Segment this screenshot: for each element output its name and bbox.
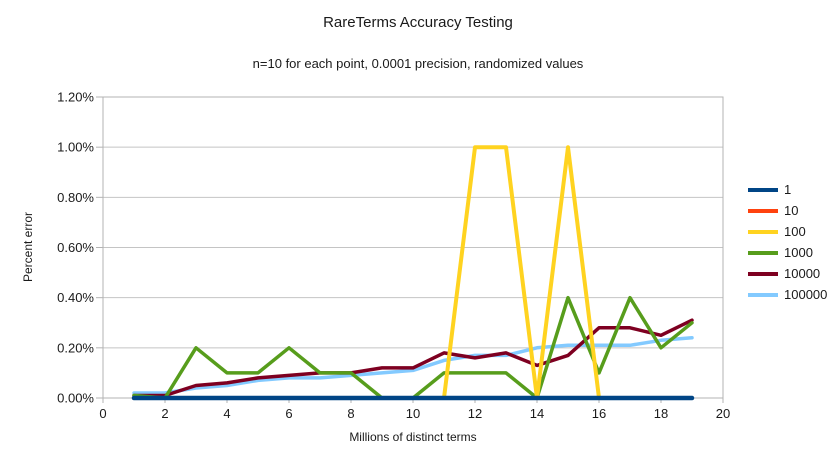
x-tick-label: 4 [223,406,230,421]
legend-item-1000: 1000 [748,242,827,263]
y-tick-label: 0.00% [57,391,94,406]
x-tick-label: 0 [99,406,106,421]
legend-swatch [748,271,778,276]
legend-swatch [748,229,778,234]
chart-subtitle: n=10 for each point, 0.0001 precision, r… [252,56,584,71]
chart-title: RareTerms Accuracy Testing [323,14,513,31]
y-tick-label: 0.40% [57,290,94,305]
series-line-100000 [132,336,694,395]
legend-label: 1000 [784,245,813,260]
legend-item-100: 100 [748,221,827,242]
y-tick-label: 0.20% [57,340,94,355]
legend-swatch [748,250,778,255]
x-tick-label: 12 [468,406,482,421]
legend: 1 10 100 1000 10000 100000 [748,179,827,305]
series-line-100 [132,145,694,400]
legend-label: 10000 [784,266,821,281]
legend-swatch [748,292,778,297]
x-tick-label: 20 [716,406,730,421]
legend-swatch [748,208,778,213]
y-tick-label: 0.80% [57,190,94,205]
x-tick-label: 8 [347,406,354,421]
legend-label: 10 [784,203,799,218]
y-tick-label: 0.60% [57,240,94,255]
legend-item-10000: 10000 [748,263,827,284]
legend-label: 100000 [784,287,828,302]
legend-swatch [748,187,778,192]
legend-item-1: 1 [748,179,827,200]
x-tick-label: 14 [530,406,544,421]
x-tick-label: 10 [406,406,420,421]
y-tick-label: 1.20% [57,90,94,105]
x-tick-label: 2 [161,406,168,421]
y-tick-label: 1.00% [57,140,94,155]
x-tick-label: 18 [654,406,668,421]
x-axis-title: Millions of distinct terms [349,430,477,444]
legend-label: 1 [784,182,792,197]
x-tick-label: 16 [592,406,606,421]
x-tick-label: 6 [285,406,292,421]
series-line-10000 [132,318,694,398]
legend-item-100000: 100000 [748,284,827,305]
legend-label: 100 [784,224,806,239]
legend-item-10: 10 [748,200,827,221]
